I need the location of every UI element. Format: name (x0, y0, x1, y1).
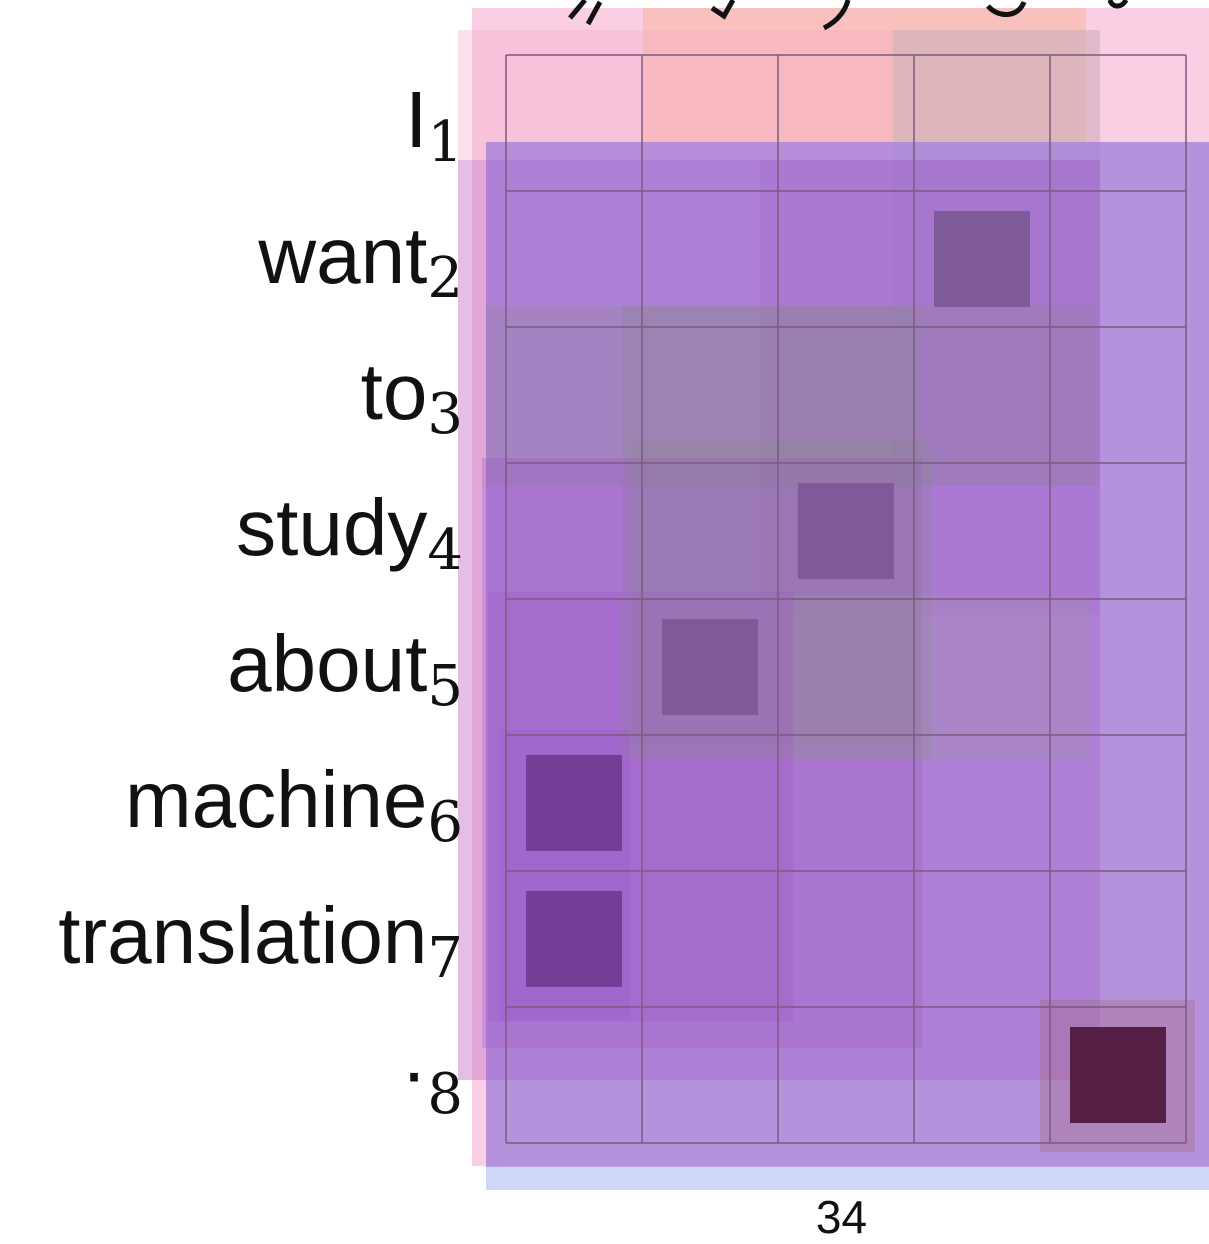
row-label: about5 (227, 619, 463, 719)
row-label-index: 2 (427, 246, 463, 311)
row-labels: I1want2to3study4about5machine6translatio… (58, 75, 463, 1127)
alignment-cell (1070, 1027, 1166, 1123)
column-header-fragment (710, 0, 736, 20)
row-label-word: · (401, 1027, 428, 1116)
alignment-cell (662, 619, 758, 715)
row-label-index: 5 (427, 654, 463, 719)
row-label: I1 (405, 75, 463, 175)
column-header-fragment (822, 0, 851, 31)
highlight-overlay (643, 8, 1086, 143)
row-label: machine6 (125, 755, 463, 855)
row-label-index: 8 (427, 1062, 463, 1127)
row-label-word: to (361, 347, 428, 436)
row-label-index: 6 (427, 790, 463, 855)
column-header-fragment (568, 0, 603, 26)
row-label-index: 7 (427, 926, 463, 991)
row-label-word: about (227, 619, 427, 708)
row-label-index: 1 (427, 110, 463, 175)
alignment-cell (934, 211, 1030, 307)
row-label: to3 (361, 347, 463, 447)
row-label-word: machine (125, 755, 427, 844)
column-header-fragments (568, 0, 1129, 31)
row-label: ·8 (401, 1027, 463, 1127)
column-header-fragment (1107, 0, 1129, 9)
row-label: want2 (257, 211, 463, 311)
row-label-word: I (405, 75, 427, 164)
row-label: translation7 (58, 891, 463, 991)
highlight-overlay (486, 142, 1209, 1167)
alignment-cells (526, 211, 1166, 1123)
highlight-overlays (458, 8, 1209, 1190)
row-label-index: 4 (427, 518, 463, 583)
row-label-word: want (257, 211, 427, 300)
page-number: 34 (815, 1191, 868, 1243)
alignment-cell (526, 755, 622, 851)
row-label-index: 3 (427, 382, 463, 447)
row-label-word: study (236, 483, 427, 572)
row-label: study4 (236, 483, 463, 583)
alignment-cell (798, 483, 894, 579)
alignment-grid (505, 54, 1187, 1144)
highlight-overlay (486, 142, 1209, 1190)
highlight-overlay (486, 306, 1096, 486)
alignment-cell (526, 891, 622, 987)
column-header-fragment (986, 0, 1027, 17)
row-label-word: translation (58, 891, 427, 980)
